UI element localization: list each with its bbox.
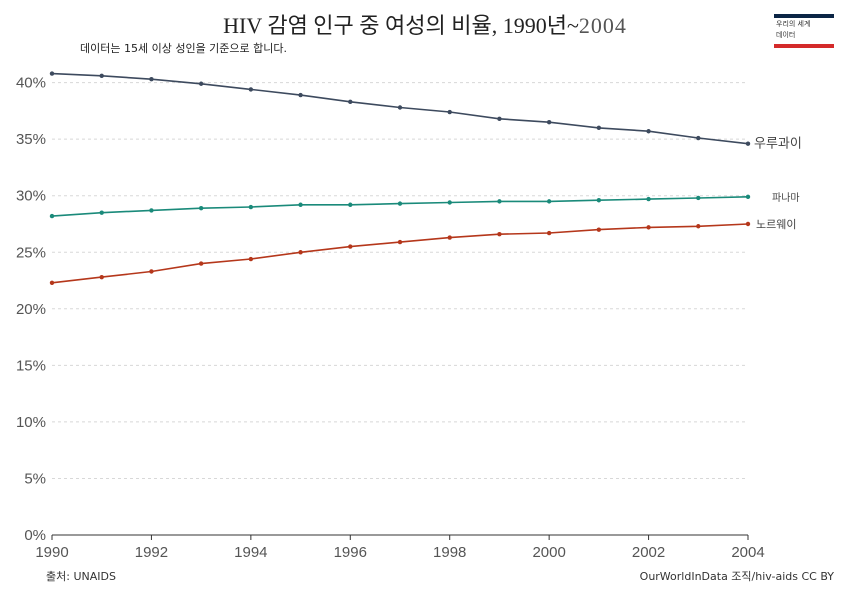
y-tick-label: 0%	[24, 527, 46, 544]
data-point	[99, 73, 104, 79]
data-point	[397, 201, 403, 206]
data-point	[149, 208, 154, 213]
data-point	[546, 230, 552, 236]
chart-title-year: 2004	[578, 13, 627, 38]
data-point	[99, 274, 104, 280]
data-point	[248, 204, 254, 210]
x-tick-label: 1990	[35, 544, 68, 561]
data-point	[745, 141, 751, 146]
logo-top-bar	[774, 14, 834, 18]
data-point	[198, 81, 204, 86]
x-tick-label: 1998	[433, 544, 466, 561]
logo-text-line2: 데이터	[776, 31, 796, 39]
data-point	[596, 125, 602, 131]
data-point	[497, 116, 502, 122]
data-point	[497, 231, 502, 237]
data-point	[248, 256, 254, 262]
data-point	[447, 235, 452, 240]
data-point	[99, 210, 104, 215]
chart-title-main: HIV 감염 인구 중 여성의 비율, 1990년~	[223, 13, 579, 38]
source-note: 출처: UNAIDS	[46, 570, 116, 583]
data-point	[348, 244, 353, 249]
data-point	[596, 198, 602, 203]
series-label: 노르웨이	[756, 218, 796, 231]
data-point	[646, 129, 651, 134]
data-point	[397, 239, 403, 245]
series-label: 파나마	[772, 192, 800, 204]
data-point	[49, 213, 55, 219]
data-point	[198, 205, 204, 211]
data-point	[646, 196, 651, 202]
owid-logo[interactable]: 우리의 세계 데이터	[774, 14, 834, 48]
data-point	[298, 92, 303, 98]
y-tick-label: 35%	[16, 131, 46, 148]
data-point	[546, 120, 552, 125]
series-layer	[49, 71, 751, 285]
chart-title: HIV 감염 인구 중 여성의 비율, 1990년~2004	[0, 8, 850, 40]
y-tick-label: 5%	[24, 470, 46, 487]
series-line	[51, 196, 749, 217]
x-tick-label: 2004	[731, 544, 764, 561]
data-point	[49, 280, 55, 285]
data-point	[397, 105, 403, 110]
data-point	[348, 202, 353, 207]
data-point	[149, 269, 154, 274]
data-point	[447, 200, 452, 205]
credit-link[interactable]: OurWorldInData 조직/hiv-aids CC BY	[639, 570, 834, 583]
axis-layer: 0% 5% 10% 15% 20% 25% 30% 35% 40% 1990 1992 1994 199…	[16, 75, 765, 561]
y-tick-label: 25%	[16, 244, 46, 261]
y-tick-label: 15%	[16, 357, 46, 374]
logo-text: 우리의 세계 데이터	[776, 19, 810, 41]
data-point	[149, 77, 154, 82]
data-point	[348, 99, 353, 105]
y-tick-label: 20%	[16, 301, 46, 318]
logo-text-line1: 우리의 세계	[776, 20, 811, 28]
data-point	[745, 221, 751, 227]
series-line	[51, 223, 749, 284]
series-label: 우루과이	[754, 137, 802, 152]
chart-subtitle: 데이터는 15세 이상 성인을 기준으로 합니다.	[80, 42, 288, 55]
x-tick-label: 2000	[532, 544, 565, 561]
data-point	[696, 135, 701, 141]
x-tick-label: 1994	[234, 544, 267, 561]
data-point	[298, 250, 303, 255]
data-point	[546, 199, 552, 204]
logo-bottom-bar	[774, 44, 834, 48]
data-point	[497, 199, 502, 204]
grid-layer	[52, 82, 748, 479]
data-point	[745, 194, 751, 200]
data-point	[49, 71, 55, 76]
data-point	[447, 109, 452, 115]
data-point	[696, 195, 701, 201]
y-tick-label: 40%	[16, 75, 46, 92]
data-point	[198, 261, 204, 266]
y-tick-label: 30%	[16, 188, 46, 205]
y-tick-label: 10%	[16, 414, 46, 431]
data-point	[298, 202, 303, 207]
data-point	[696, 224, 701, 229]
x-tick-label: 1992	[135, 544, 168, 561]
x-tick-label: 1996	[334, 544, 367, 561]
x-tick-label: 2002	[632, 544, 665, 561]
data-point	[596, 227, 602, 232]
data-point	[248, 87, 254, 92]
data-point	[646, 225, 651, 230]
